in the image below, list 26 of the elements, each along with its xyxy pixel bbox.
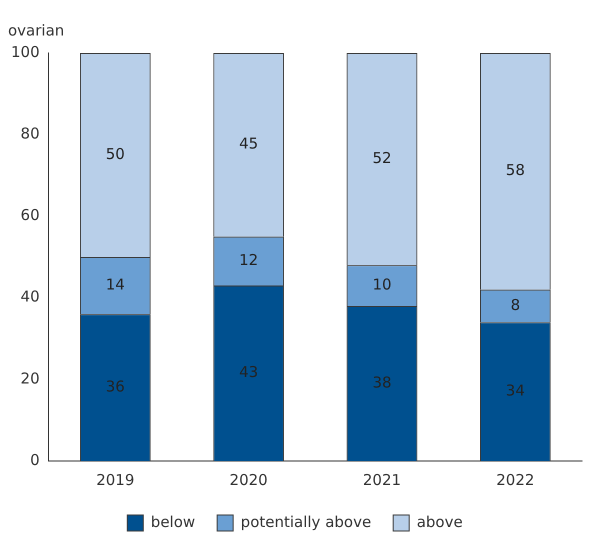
data-label: 43 [239, 363, 258, 382]
data-label: 45 [239, 134, 258, 153]
y-tick-label: 40 [20, 288, 40, 306]
legend-label: potentially above [240, 512, 372, 531]
x-tick-label: 2020 [230, 470, 268, 489]
x-tick-label: 2019 [96, 470, 134, 489]
data-label: 38 [372, 373, 392, 392]
y-axis-title: ovarian [8, 21, 64, 40]
y-tick-label: 100 [10, 42, 40, 61]
data-label: 58 [506, 161, 525, 180]
x-tick-label: 2021 [362, 470, 402, 489]
y-tick-label: 20 [20, 369, 40, 388]
x-tick-label: 2022 [496, 470, 534, 489]
data-label: 12 [239, 250, 258, 269]
legend-label: below [150, 512, 196, 531]
data-label: 10 [372, 275, 392, 294]
data-label: 8 [510, 296, 520, 314]
y-tick-label: 80 [20, 124, 40, 142]
y-tick-label: 60 [20, 206, 40, 224]
data-label: 14 [106, 275, 125, 294]
data-label: 52 [372, 148, 392, 167]
legend-label: above [416, 512, 463, 531]
data-label: 50 [106, 144, 125, 163]
data-label: 36 [106, 377, 125, 396]
data-label: 34 [506, 382, 525, 400]
y-tick-label: 0 [30, 450, 40, 469]
